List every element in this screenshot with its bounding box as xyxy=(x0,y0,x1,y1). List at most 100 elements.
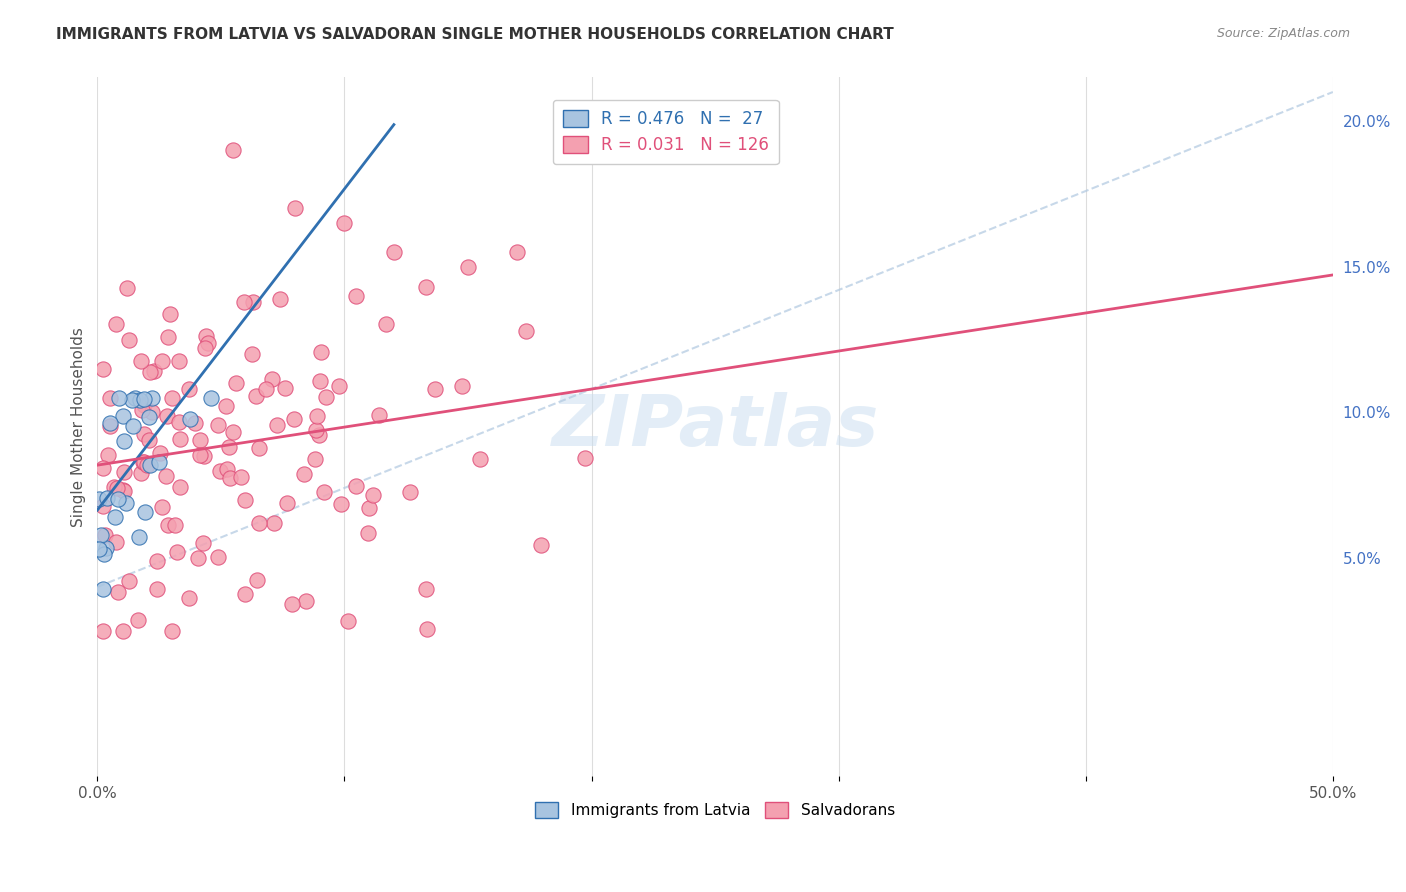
Point xyxy=(118,574,141,588)
Point xyxy=(574,451,596,466)
Point xyxy=(107,492,129,507)
Point xyxy=(141,404,163,418)
Point xyxy=(96,491,118,506)
Point xyxy=(221,425,243,439)
Point xyxy=(315,390,337,404)
Point xyxy=(138,410,160,425)
Point xyxy=(111,409,134,423)
Point xyxy=(91,582,114,596)
Point xyxy=(104,510,127,524)
Point xyxy=(305,423,328,437)
Point xyxy=(260,372,283,386)
Point xyxy=(111,483,134,497)
Point xyxy=(247,516,270,530)
Point xyxy=(129,467,152,481)
Point xyxy=(225,376,247,390)
Point xyxy=(112,465,135,479)
Point xyxy=(91,461,114,475)
Point xyxy=(246,574,269,588)
Point xyxy=(375,317,398,331)
Point xyxy=(330,497,353,511)
Point xyxy=(169,432,191,446)
Point xyxy=(149,446,172,460)
Point xyxy=(129,392,152,407)
Point xyxy=(219,470,242,484)
Point xyxy=(312,484,335,499)
Point xyxy=(91,499,114,513)
Point xyxy=(139,458,162,472)
Point xyxy=(194,329,217,343)
Point xyxy=(148,455,170,469)
Point xyxy=(229,470,252,484)
Point xyxy=(193,449,215,463)
Point xyxy=(156,409,179,423)
Point xyxy=(97,448,120,462)
Point xyxy=(169,480,191,494)
Point xyxy=(128,530,150,544)
Point xyxy=(240,347,263,361)
Point xyxy=(276,496,298,510)
Point xyxy=(254,382,277,396)
Point xyxy=(134,398,156,412)
Point xyxy=(337,614,360,628)
Point xyxy=(304,452,326,467)
Point xyxy=(207,549,229,564)
Point xyxy=(194,341,217,355)
Point xyxy=(132,455,155,469)
Point xyxy=(124,391,146,405)
Text: Source: ZipAtlas.com: Source: ZipAtlas.com xyxy=(1216,27,1350,40)
Point xyxy=(232,294,254,309)
Point xyxy=(132,455,155,469)
Point xyxy=(357,500,380,515)
Point xyxy=(94,541,117,555)
Point xyxy=(309,374,332,388)
Point xyxy=(159,307,181,321)
Point xyxy=(368,409,391,423)
Point xyxy=(470,452,492,467)
Point xyxy=(222,143,245,157)
Point xyxy=(169,415,191,429)
Point xyxy=(87,541,110,556)
Text: ZIPatlas: ZIPatlas xyxy=(551,392,879,461)
Point xyxy=(121,393,143,408)
Point xyxy=(103,480,125,494)
Point xyxy=(295,594,318,608)
Point xyxy=(283,411,305,425)
Point xyxy=(193,536,215,550)
Point xyxy=(190,448,212,462)
Point xyxy=(132,392,155,406)
Point xyxy=(90,527,112,541)
Point xyxy=(104,535,127,549)
Point xyxy=(188,434,211,448)
Point xyxy=(139,365,162,379)
Point xyxy=(104,317,127,331)
Point xyxy=(91,624,114,638)
Point xyxy=(187,550,209,565)
Point xyxy=(167,354,190,368)
Point xyxy=(112,434,135,449)
Point xyxy=(107,584,129,599)
Point xyxy=(93,528,115,542)
Y-axis label: Single Mother Households: Single Mother Households xyxy=(72,326,86,527)
Point xyxy=(506,245,529,260)
Point xyxy=(179,411,201,425)
Point xyxy=(269,292,291,306)
Point xyxy=(87,491,110,506)
Point xyxy=(132,427,155,442)
Point xyxy=(281,597,304,611)
Point xyxy=(91,362,114,376)
Point xyxy=(122,418,145,433)
Point xyxy=(333,216,356,230)
Point xyxy=(160,624,183,638)
Point xyxy=(218,441,240,455)
Point xyxy=(328,379,350,393)
Point xyxy=(150,354,173,368)
Point xyxy=(143,364,166,378)
Point xyxy=(98,417,121,431)
Point xyxy=(131,403,153,417)
Point xyxy=(117,334,139,348)
Point xyxy=(415,622,437,636)
Point xyxy=(451,379,474,393)
Point xyxy=(415,582,437,596)
Point xyxy=(357,526,380,541)
